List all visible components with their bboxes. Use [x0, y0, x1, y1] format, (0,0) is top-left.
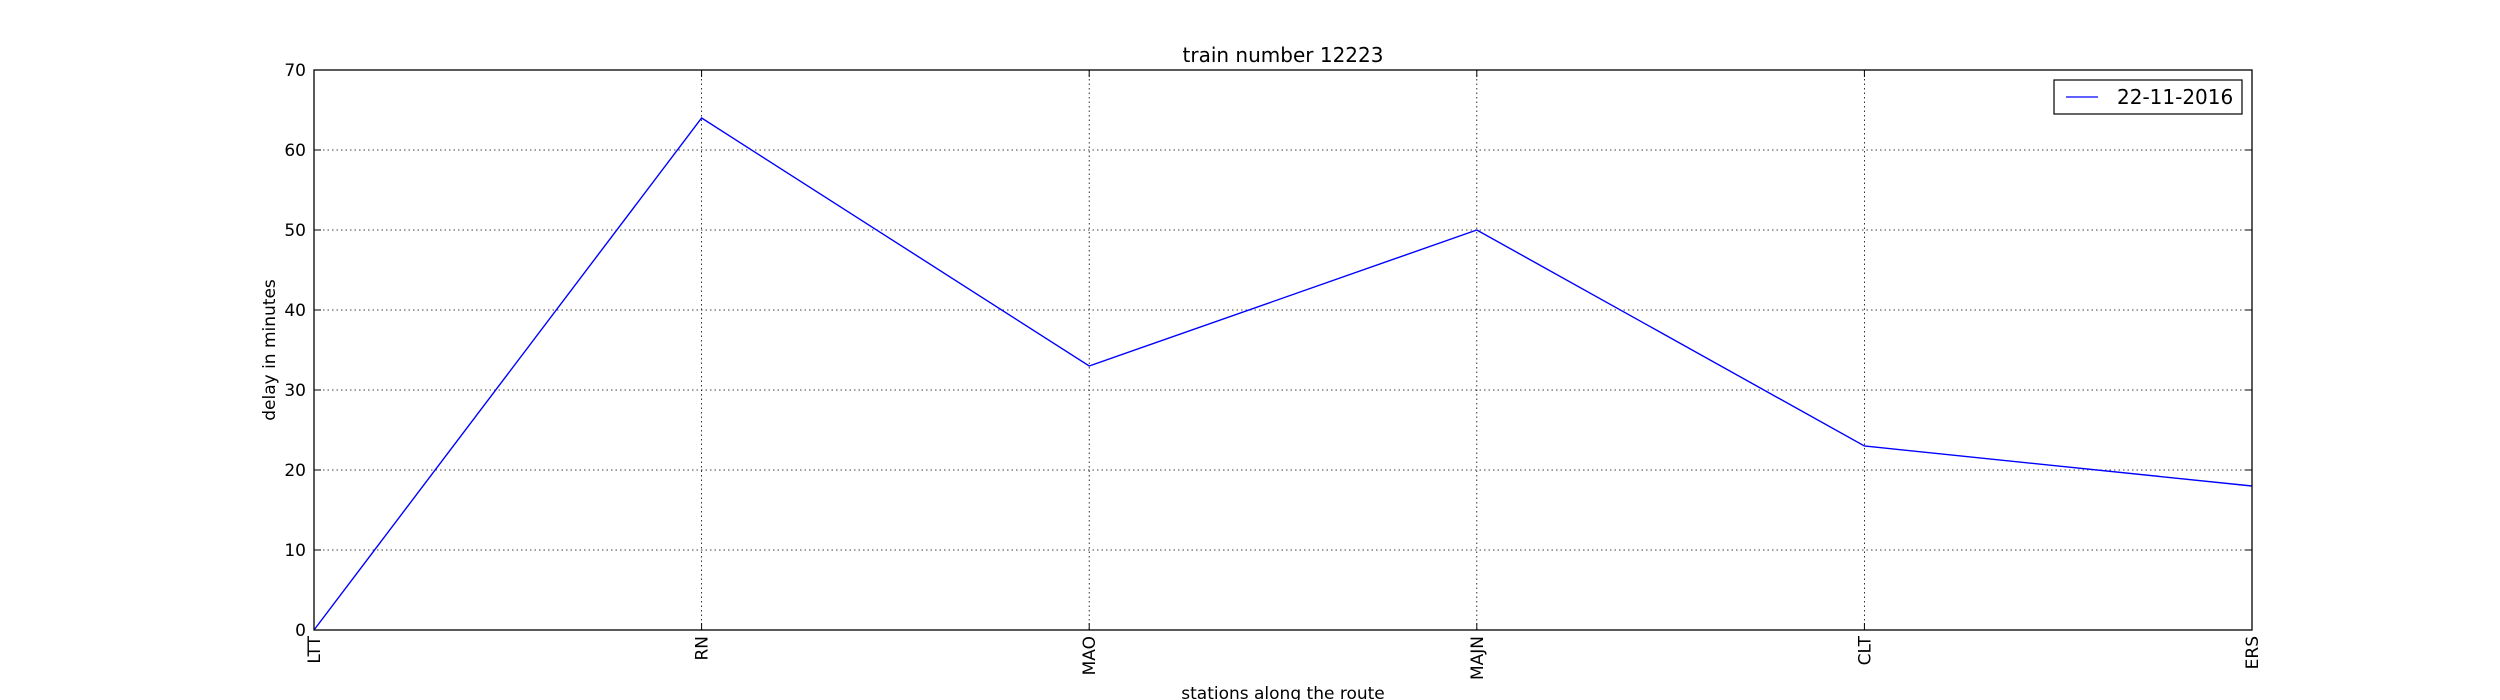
x-tick-label-LTT: LTT	[305, 635, 325, 663]
legend-label-22-11-2016: 22-11-2016	[2117, 85, 2233, 109]
y-tick-labels: 0 10 20 30 40 50 60 70	[284, 61, 306, 641]
y-tick-label-50: 50	[284, 221, 306, 241]
y-tick-label-40: 40	[284, 301, 306, 321]
y-tick-label-30: 30	[284, 381, 306, 401]
chart-title: train number 12223	[1183, 43, 1384, 67]
x-tick-label-ERS: ERS	[2243, 636, 2263, 669]
y-tick-label-10: 10	[284, 541, 306, 561]
tick-marks	[313, 69, 2253, 631]
x-tick-label-RN: RN	[693, 636, 713, 661]
y-tick-label-60: 60	[284, 141, 306, 161]
y-tick-label-70: 70	[284, 61, 306, 81]
series-layer	[313, 117, 2253, 631]
grid-lines	[314, 70, 2252, 630]
plot-frame	[313, 69, 2253, 631]
y-tick-label-20: 20	[284, 461, 306, 481]
x-tick-label-MAJN: MAJN	[1468, 636, 1488, 680]
y-axis-title: delay in minutes	[260, 279, 280, 421]
x-tick-label-CLT: CLT	[1855, 635, 1875, 665]
legend: 22-11-2016	[2053, 79, 2243, 115]
x-axis-title: stations along the route	[1181, 684, 1385, 700]
series-line-0	[313, 117, 2253, 631]
x-tick-label-MAO: MAO	[1080, 636, 1100, 675]
y-tick-label-0: 0	[295, 621, 306, 641]
x-tick-labels: LTT RN MAO MAJN CLT ERS	[305, 635, 2263, 680]
